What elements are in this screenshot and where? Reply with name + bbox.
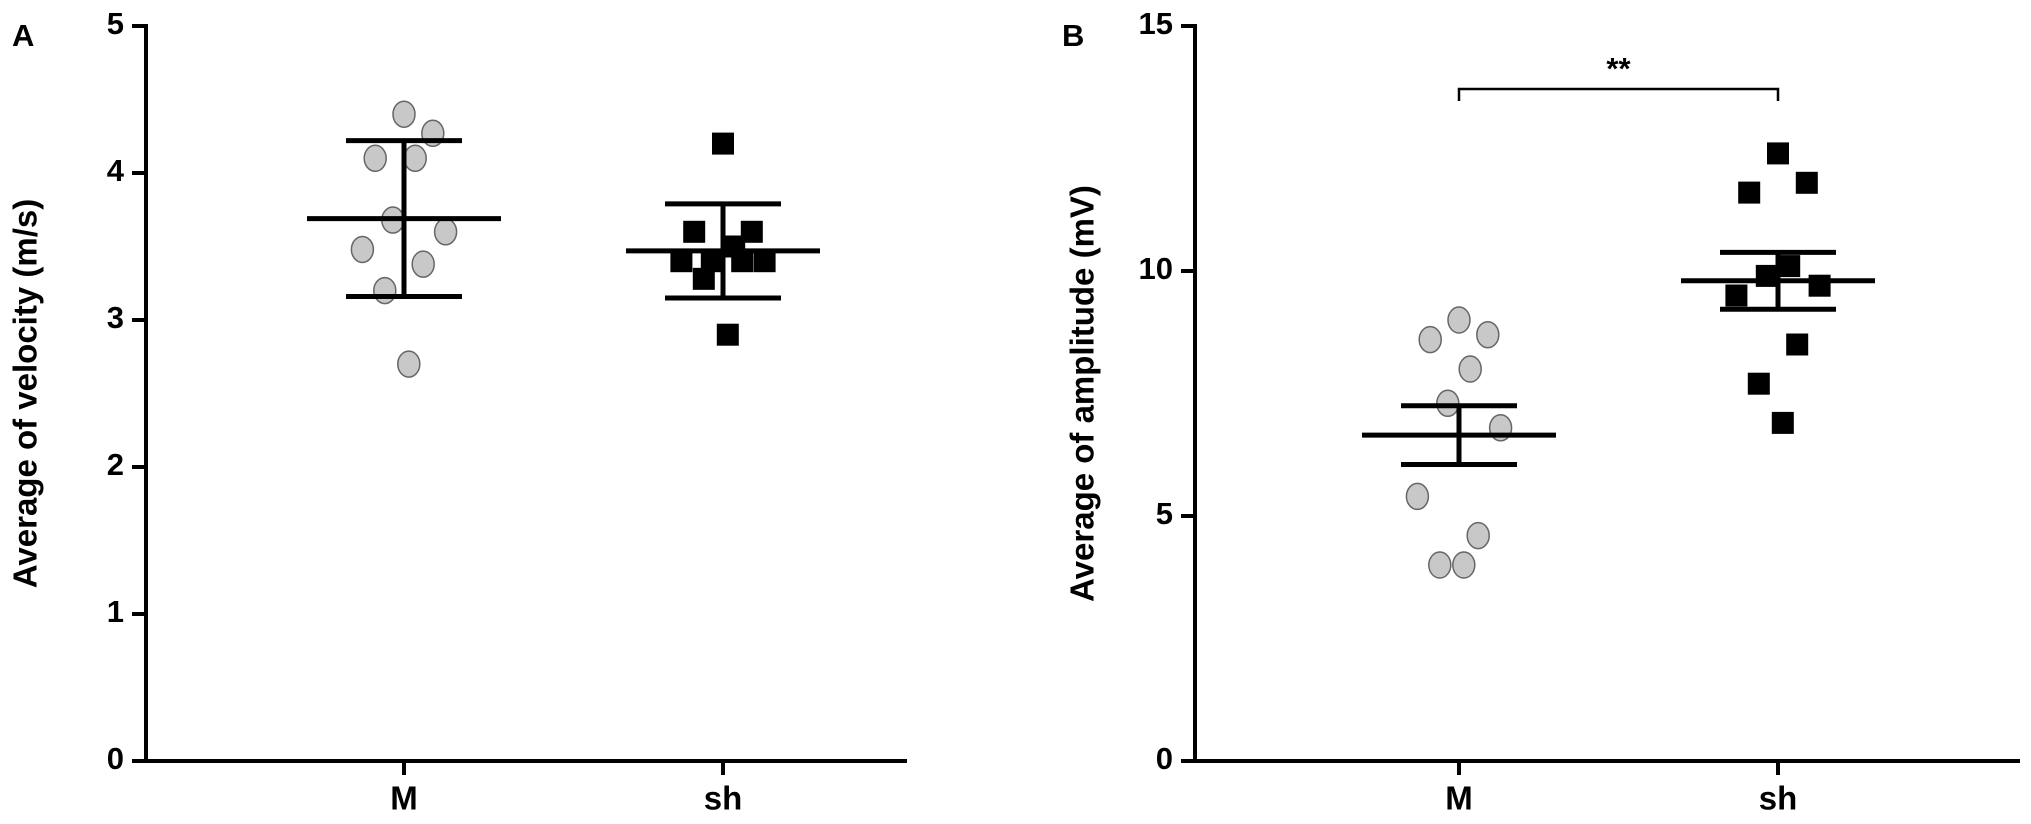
panel-label: A bbox=[12, 18, 34, 53]
data-point bbox=[716, 323, 739, 346]
data-point bbox=[1428, 551, 1452, 579]
data-point bbox=[350, 235, 375, 264]
y-axis-label: Average of velocity (m/s) bbox=[7, 199, 44, 588]
data-point bbox=[740, 220, 763, 243]
data-point bbox=[363, 144, 387, 173]
data-point bbox=[1405, 482, 1430, 511]
data-point bbox=[1452, 551, 1476, 579]
data-point bbox=[683, 220, 706, 243]
data-point bbox=[1747, 372, 1770, 395]
data-point bbox=[700, 250, 723, 273]
data-point bbox=[397, 350, 421, 378]
data-point bbox=[1418, 325, 1442, 354]
data-point bbox=[1786, 333, 1809, 356]
y-tick-label: 5 bbox=[1156, 496, 1173, 531]
data-point bbox=[1447, 306, 1471, 334]
data-point bbox=[1778, 255, 1801, 278]
y-tick-label: 5 bbox=[107, 6, 124, 41]
error-bar bbox=[665, 201, 781, 301]
y-tick-label: 0 bbox=[1156, 741, 1173, 776]
data-point bbox=[1738, 181, 1761, 204]
x-tick-label: M bbox=[390, 780, 418, 817]
x-tick-label: sh bbox=[1759, 780, 1798, 817]
y-tick-label: 10 bbox=[1139, 251, 1173, 286]
error-bar bbox=[1720, 249, 1836, 312]
data-point bbox=[1808, 274, 1831, 297]
x-tick-label: sh bbox=[704, 780, 743, 817]
y-axis-label: Average of amplitude (mV) bbox=[1064, 185, 1101, 602]
data-point bbox=[670, 250, 693, 273]
data-point bbox=[392, 100, 416, 128]
data-point bbox=[1476, 320, 1500, 349]
data-point bbox=[1755, 264, 1778, 287]
error-bar bbox=[346, 138, 462, 299]
data-point bbox=[403, 144, 427, 173]
y-tick-label: 2 bbox=[107, 447, 124, 482]
data-point bbox=[411, 250, 435, 278]
data-point bbox=[731, 250, 754, 273]
significance-label: ** bbox=[1606, 51, 1631, 86]
y-tick-label: 0 bbox=[107, 741, 124, 776]
y-tick-label: 3 bbox=[107, 300, 124, 335]
data-point bbox=[712, 132, 734, 155]
y-tick-label: 15 bbox=[1139, 6, 1173, 41]
data-point bbox=[692, 267, 715, 290]
error-bar bbox=[1401, 403, 1517, 468]
data-point bbox=[1725, 284, 1748, 307]
data-point bbox=[753, 250, 776, 273]
y-tick-label: 1 bbox=[107, 594, 124, 629]
data-point bbox=[1771, 411, 1794, 434]
data-point bbox=[1458, 355, 1482, 383]
data-point bbox=[373, 276, 397, 305]
significance-bracket bbox=[1457, 87, 1780, 101]
x-tick-label: M bbox=[1445, 780, 1473, 817]
data-point bbox=[1767, 142, 1789, 165]
data-point bbox=[1466, 521, 1490, 550]
data-point bbox=[433, 218, 458, 246]
panel-label: B bbox=[1062, 18, 1084, 53]
y-tick-label: 4 bbox=[107, 153, 125, 188]
data-point bbox=[1795, 171, 1818, 194]
